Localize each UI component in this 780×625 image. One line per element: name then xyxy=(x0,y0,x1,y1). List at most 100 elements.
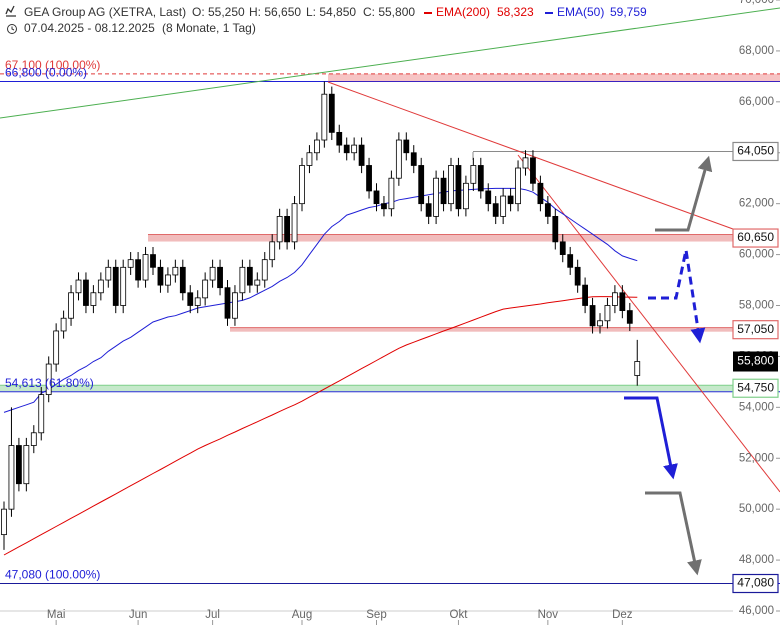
y-tick-label: 70,000 xyxy=(739,0,774,6)
candle-body xyxy=(120,266,127,306)
candle-body xyxy=(8,445,15,510)
candle-body xyxy=(284,215,291,243)
candle-body xyxy=(135,259,142,281)
candle-body xyxy=(567,254,574,268)
candle-body xyxy=(172,266,179,276)
candle-body xyxy=(30,432,37,446)
candle-body xyxy=(209,266,216,281)
candle-body xyxy=(1,508,7,536)
clock-icon xyxy=(7,24,17,34)
candle-body xyxy=(217,266,223,289)
level-zone xyxy=(148,234,733,242)
level-label-box xyxy=(732,228,779,248)
level-zone xyxy=(0,385,733,392)
level-zone xyxy=(230,327,733,332)
candle-body xyxy=(626,310,633,324)
legend-label: EMA(200) xyxy=(436,5,490,19)
y-tick-label: 48,000 xyxy=(739,554,774,566)
candle-body xyxy=(45,363,52,396)
candle-body xyxy=(202,279,209,299)
y-tick-label: 66,000 xyxy=(739,96,774,108)
scenario-arrow xyxy=(645,491,702,576)
level-label: 60,650 xyxy=(737,230,774,244)
candle-body xyxy=(179,266,186,294)
candle-body xyxy=(336,131,343,146)
candle-body xyxy=(381,203,387,210)
candle-body xyxy=(515,167,521,205)
candle-body xyxy=(462,182,469,210)
background-layer xyxy=(0,73,780,585)
scenario-arrow xyxy=(648,249,706,344)
candle-body xyxy=(574,266,581,286)
ohlc-close: C: 55,800 xyxy=(363,5,415,19)
candle-body xyxy=(239,266,246,294)
plot-layer xyxy=(1,81,641,556)
x-tick-label: Jun xyxy=(129,609,148,621)
level-label-box xyxy=(732,378,779,398)
candle-body xyxy=(418,165,425,205)
candle-body xyxy=(366,165,372,192)
candle-body xyxy=(112,266,119,306)
candle-body xyxy=(634,361,641,376)
fib-label: 67,100 (100.00%) xyxy=(5,58,100,72)
x-tick-label: Dez xyxy=(612,609,633,621)
candle-body xyxy=(97,279,104,294)
ohlc-open: O: 55,250 xyxy=(192,5,245,19)
candle-body xyxy=(425,203,432,217)
candle-body xyxy=(261,259,268,281)
y-tick-label: 58,000 xyxy=(739,300,774,312)
candle-body xyxy=(246,266,253,286)
candle-body xyxy=(612,292,618,306)
candle-body xyxy=(492,203,499,217)
level-label-box xyxy=(732,141,779,162)
candle-body xyxy=(23,445,30,485)
candle-body xyxy=(440,177,447,205)
candle-body xyxy=(313,139,320,154)
x-tick-label: Jul xyxy=(205,609,220,621)
candle-body xyxy=(299,165,305,205)
candle-body xyxy=(582,284,588,306)
ema-line xyxy=(3,187,638,413)
candle-body xyxy=(328,93,335,133)
y-tick-label: 46,000 xyxy=(739,605,774,617)
trend-line xyxy=(517,154,780,493)
candle-body xyxy=(38,394,45,434)
trend-line xyxy=(327,81,734,230)
y-tick-label: 62,000 xyxy=(739,198,774,210)
candle-body xyxy=(597,320,603,327)
candle-body xyxy=(351,144,358,154)
ohlc-high: H: 56,650 xyxy=(249,5,301,19)
candle-body xyxy=(395,139,402,179)
x-tick-label: Mai xyxy=(47,609,66,621)
candle-body xyxy=(470,165,477,184)
ohlc-low: L: 54,850 xyxy=(306,5,356,19)
candle-body xyxy=(254,279,261,286)
candle-body xyxy=(522,157,529,169)
candle-body xyxy=(448,165,454,205)
chart-title: GEA Group AG (XETRA, Last) xyxy=(24,5,186,19)
chart-icon xyxy=(5,5,16,17)
candle-body xyxy=(90,292,97,306)
candle-body xyxy=(604,305,611,322)
fib-label: 47,080 (100.00%) xyxy=(5,568,100,582)
x-tick-label: Okt xyxy=(450,609,469,621)
candle-body xyxy=(388,177,395,210)
x-tick-label: Sep xyxy=(366,609,386,621)
level-label: 64,050 xyxy=(737,144,774,158)
candle-body xyxy=(127,259,134,268)
candle-body xyxy=(105,266,112,281)
y-tick-label: 50,000 xyxy=(739,503,774,515)
candle-body xyxy=(150,254,156,268)
candle-body xyxy=(164,274,171,286)
candle-body xyxy=(403,139,410,154)
period-span: (8 Monate, 1 Tag) xyxy=(162,21,256,35)
candle-body xyxy=(358,144,365,166)
candle-body xyxy=(60,317,67,332)
candle-body xyxy=(373,190,380,205)
header: GEA Group AG (XETRA, Last) O: 55,250 H: … xyxy=(5,5,647,35)
candle-body xyxy=(552,215,559,243)
candle-body xyxy=(500,195,507,217)
legend-value: 58,323 xyxy=(497,5,534,19)
last-price-box xyxy=(733,351,778,372)
